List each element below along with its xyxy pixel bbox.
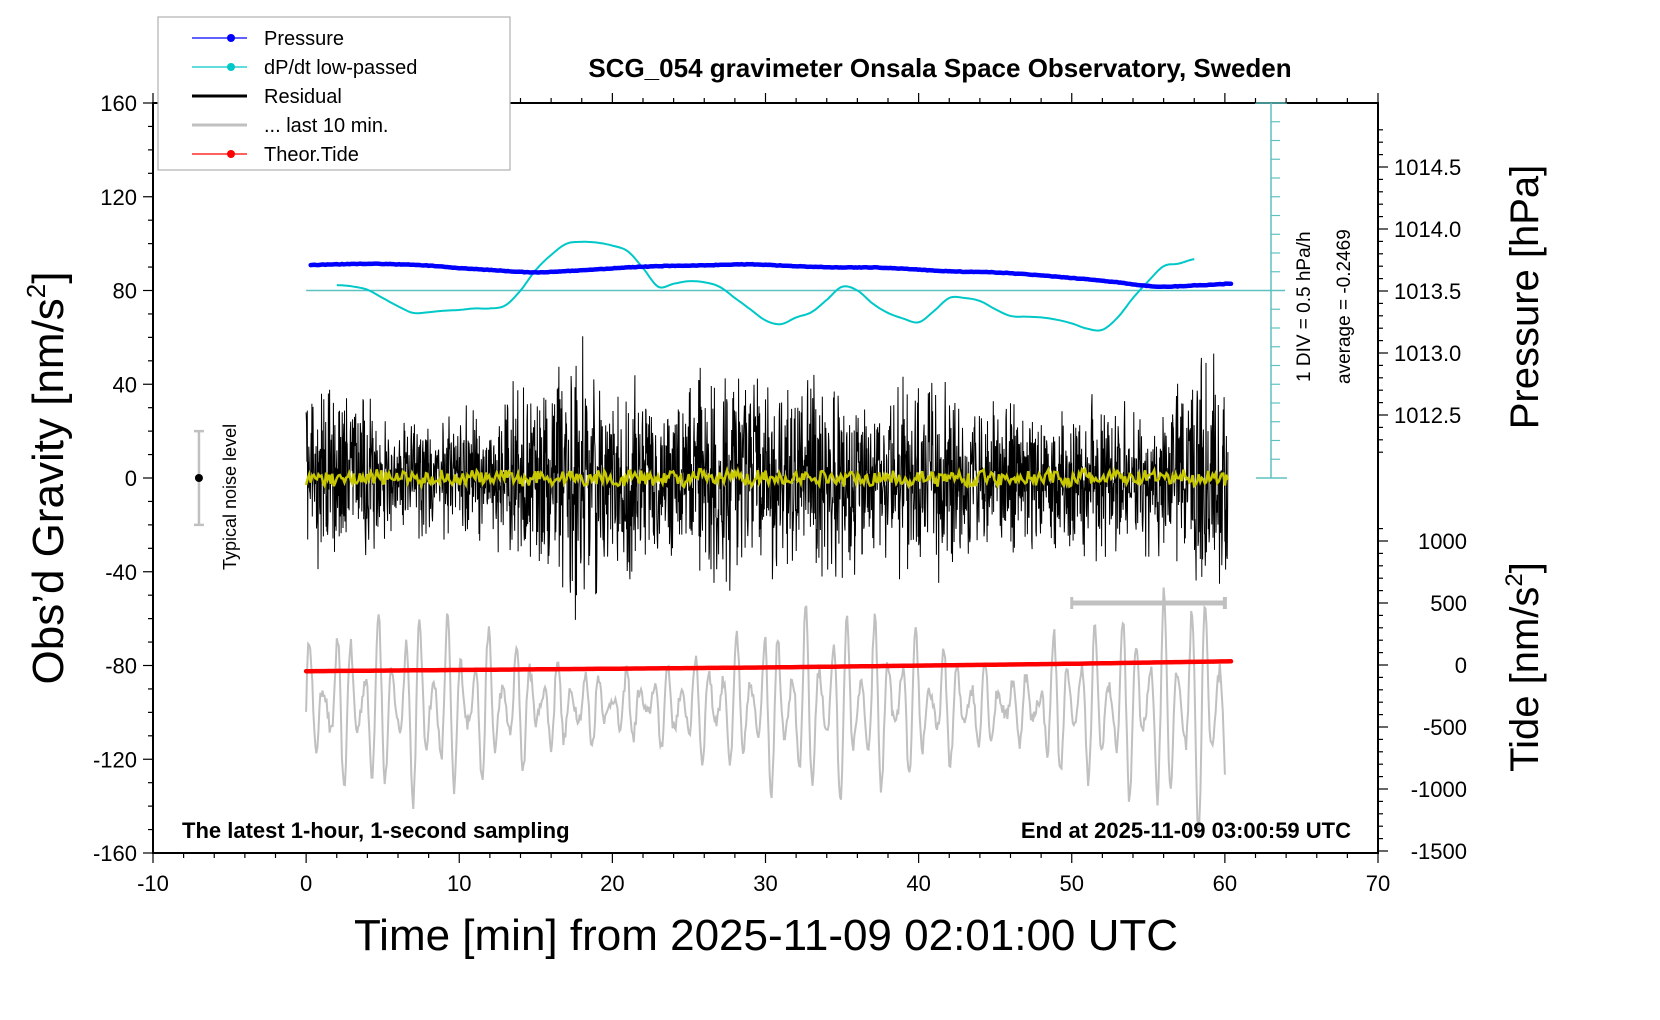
legend-label: ... last 10 min. (264, 115, 389, 137)
y-left-tick-label: -80 (105, 654, 137, 679)
y-pressure-tick-label: 1012.5 (1394, 403, 1461, 428)
noise-level-marker: Typical noise level (193, 424, 240, 570)
y-axis-left-title-end: ] (24, 271, 73, 283)
legend-item: ... last 10 min. (192, 115, 389, 137)
y-left-tick-label: 0 (125, 466, 137, 491)
y-left-tick-label: -160 (93, 841, 137, 866)
x-axis: -10 0 10 20 30 40 50 60 70 (137, 853, 1390, 896)
y-left-tick-label: 160 (100, 91, 137, 116)
legend-item: dP/dt low-passed (192, 57, 417, 79)
legend-label: Pressure (264, 28, 344, 50)
legend-label: Residual (264, 86, 342, 108)
y-axis-left-title: Obs’d Gravity [nm/s2] (21, 271, 73, 684)
chart-title: SCG_054 gravimeter Onsala Space Observat… (588, 53, 1291, 83)
legend-item: Theor.Tide (192, 144, 359, 166)
y-axis-pressure-title: Pressure [hPa] (1503, 165, 1547, 430)
y-tide-tick-label: -500 (1423, 715, 1467, 740)
noise-level-label: Typical noise level (220, 424, 240, 570)
y-left-tick-label: -120 (93, 747, 137, 772)
y-left-tick-label: 80 (113, 279, 137, 304)
y-axis-left: 160 120 80 40 0 -40 -80 -120 -160 (93, 91, 153, 866)
y-axis-pressure: 1014.5 1014.0 1013.5 1013.0 1012.5 (1378, 129, 1461, 453)
x-tick-label: 40 (906, 871, 930, 896)
y-left-tick-label: 120 (100, 185, 137, 210)
series-layer (303, 240, 1285, 836)
series-pressure (308, 261, 1234, 290)
series-theor-tide (303, 659, 1234, 674)
legend-item: Residual (192, 86, 342, 108)
y-pressure-tick-label: 1014.0 (1394, 217, 1461, 242)
x-tick-label: 70 (1366, 871, 1390, 896)
legend-label: dP/dt low-passed (264, 57, 417, 79)
x-tick-label: 30 (753, 871, 777, 896)
average-label: average = -0.2469 (1334, 229, 1355, 384)
y-left-tick-label: 40 (113, 372, 137, 397)
y-pressure-tick-label: 1013.0 (1394, 341, 1461, 366)
y-tide-tick-label: 1000 (1418, 529, 1467, 554)
x-tick-label: 10 (447, 871, 471, 896)
series-residual-lowpass (304, 465, 1230, 491)
sampling-note: The latest 1-hour, 1-second sampling (182, 818, 570, 843)
y-axis-left-title-sup: 2 (21, 284, 51, 298)
y-pressure-tick-label: 1014.5 (1394, 155, 1461, 180)
legend-box (157, 16, 511, 171)
legend: Pressure dP/dt low-passed Residual ... last… (157, 16, 511, 171)
x-tick-label: -10 (137, 871, 169, 896)
end-time-note: End at 2025-11-09 03:00:59 UTC (1021, 818, 1351, 843)
x-axis-title: Time [min] from 2025-11-09 02:01:00 UTC (354, 911, 1178, 960)
x-tick-label: 60 (1213, 871, 1237, 896)
y-tide-tick-label: -1500 (1411, 839, 1467, 864)
noise-center-dot (194, 474, 203, 482)
series-dpdt-lowpassed (336, 240, 1195, 332)
series-last-10-min (305, 587, 1226, 836)
y-tide-tick-label: -1000 (1411, 777, 1467, 802)
dpdt-scale-bar (1255, 102, 1287, 479)
y-axis-tide-title-main: Tide [nm/s (1503, 587, 1547, 772)
legend-dot-marker (227, 34, 235, 42)
y-tide-tick-label: 0 (1455, 653, 1467, 678)
y-left-tick-label: -40 (105, 560, 137, 585)
y-axis-tide-title-end: ] (1503, 562, 1547, 573)
x-tick-label: 50 (1060, 871, 1084, 896)
y-axis-tide-title: Tide [nm/s2] (1501, 562, 1547, 772)
y-pressure-tick-label: 1013.5 (1394, 279, 1461, 304)
div-label: 1 DIV = 0.5 hPa/h (1294, 231, 1315, 382)
legend-item: Pressure (192, 28, 344, 50)
y-axis-left-title-main: Obs’d Gravity [nm/s (24, 298, 73, 684)
legend-dot-marker (227, 150, 235, 158)
y-axis-tide-title-sup: 2 (1501, 573, 1528, 586)
legend-dot-marker (227, 63, 235, 71)
x-tick-label: 20 (600, 871, 624, 896)
x-tick-label: 0 (300, 871, 312, 896)
y-axis-tide: 1000 500 0 -500 -1000 -1500 (1378, 527, 1467, 864)
y-tide-tick-label: 500 (1430, 591, 1467, 616)
legend-label: Theor.Tide (264, 144, 359, 166)
